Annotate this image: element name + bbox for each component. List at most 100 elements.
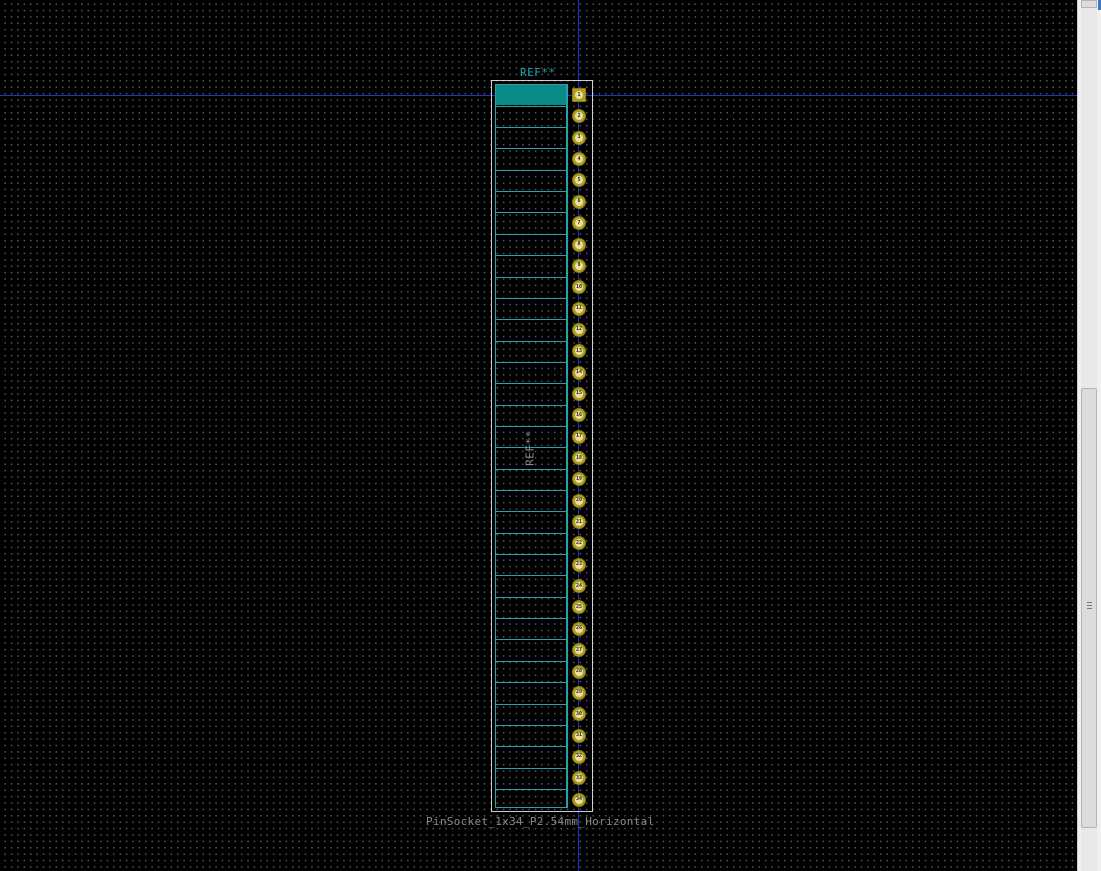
fab-pin-separator xyxy=(495,511,567,513)
pad-number: 6 xyxy=(577,198,581,205)
pad-number: 26 xyxy=(575,625,583,632)
fab-pin-separator xyxy=(495,233,567,235)
drill-hole xyxy=(575,155,583,164)
pad[interactable]: 1 xyxy=(572,88,586,102)
pad-number: 8 xyxy=(577,241,581,247)
drill-hole xyxy=(575,240,583,249)
drill-hole xyxy=(575,688,583,697)
drill-hole xyxy=(575,539,583,548)
drill-hole xyxy=(575,475,583,484)
pad[interactable]: 18 xyxy=(572,451,586,465)
pad[interactable]: 6 xyxy=(572,194,586,209)
drill-hole xyxy=(575,411,583,420)
pad-number: 18 xyxy=(575,454,583,461)
pad[interactable]: 29 xyxy=(572,685,586,700)
pad[interactable]: 11 xyxy=(572,301,586,316)
vertical-scrollbar-panel[interactable] xyxy=(1077,0,1101,871)
pad-number: 2 xyxy=(577,112,581,119)
pad[interactable]: 32 xyxy=(572,749,586,764)
pad[interactable]: 3 xyxy=(572,130,586,145)
pad-number: 24 xyxy=(575,582,583,589)
fab-pin-separator xyxy=(495,105,567,107)
pad[interactable]: 14 xyxy=(572,365,586,380)
footprint-value-label[interactable]: PinSocket_1x34_P2.54mm_Horizontal xyxy=(426,815,655,828)
pad[interactable]: 25 xyxy=(572,600,586,615)
pad[interactable]: 19 xyxy=(572,472,586,487)
fab-pin-separator xyxy=(495,425,567,427)
fab-pin-separator xyxy=(495,703,567,705)
pad[interactable]: 13 xyxy=(572,344,586,359)
drill-hole xyxy=(575,304,583,313)
pad-number: 12 xyxy=(575,326,583,333)
pad[interactable]: 22 xyxy=(572,536,586,551)
drill-hole xyxy=(575,347,583,356)
pad[interactable]: 31 xyxy=(572,728,586,743)
pad-number: 14 xyxy=(575,369,583,376)
pad[interactable]: 28 xyxy=(572,664,586,679)
pad[interactable]: 33 xyxy=(572,771,586,786)
drill-hole xyxy=(575,112,583,121)
fab-pin-separator xyxy=(495,340,567,342)
fab-pin-separator xyxy=(495,319,567,321)
pcb-canvas[interactable]: REF** 1 2 3 4 5 6 7 8 9 10 11 12 13 14 15 16 17 18 19 20 21 2… xyxy=(0,0,1077,871)
drill-hole xyxy=(575,197,583,206)
scrollbar-thumb[interactable] xyxy=(1081,388,1097,828)
drill-hole xyxy=(575,454,583,462)
pad[interactable]: 34 xyxy=(572,792,586,807)
drill-hole xyxy=(575,91,583,99)
fab-pin-separator xyxy=(495,169,567,171)
pad[interactable]: 8 xyxy=(572,237,586,252)
pad[interactable]: 26 xyxy=(572,621,586,636)
pad[interactable]: 2 xyxy=(572,109,586,124)
drill-hole xyxy=(575,560,583,569)
drill-hole xyxy=(575,496,583,505)
fab-pin-separator xyxy=(495,127,567,128)
pad[interactable]: 9 xyxy=(572,258,586,273)
pad[interactable]: 4 xyxy=(572,152,586,167)
fab-pin-separator xyxy=(495,788,567,790)
pad[interactable]: 21 xyxy=(572,515,586,529)
pad-number: 34 xyxy=(575,796,583,803)
fab-outline[interactable] xyxy=(495,84,567,808)
pad-number: 33 xyxy=(575,774,583,781)
pad[interactable]: 7 xyxy=(572,216,586,231)
pad-number: 29 xyxy=(575,689,583,696)
drill-hole xyxy=(575,710,583,719)
pad[interactable]: 20 xyxy=(572,493,586,508)
drill-hole xyxy=(575,325,583,334)
pad-number: 25 xyxy=(575,603,583,610)
pad[interactable]: 23 xyxy=(572,557,586,572)
drill-hole xyxy=(575,624,583,633)
drill-hole xyxy=(575,368,583,377)
pad[interactable]: 24 xyxy=(572,579,586,593)
drill-hole xyxy=(575,176,583,185)
pad-number: 4 xyxy=(577,155,581,162)
fab-pin-separator xyxy=(495,618,567,620)
pad-number: 31 xyxy=(575,732,583,738)
pad[interactable]: 15 xyxy=(572,386,586,401)
fab-pin-separator xyxy=(495,383,567,385)
pad-number: 1 xyxy=(577,91,581,98)
reference-designator-fab[interactable]: REF** xyxy=(523,430,537,466)
fab-pin-separator xyxy=(495,404,567,406)
pad[interactable]: 10 xyxy=(572,280,586,295)
pad-number: 22 xyxy=(575,539,583,546)
pad-number: 7 xyxy=(577,219,581,226)
pad[interactable]: 16 xyxy=(572,408,586,423)
pad[interactable]: 5 xyxy=(572,173,586,188)
reference-designator-silkscreen[interactable]: REF** xyxy=(520,66,556,79)
drill-hole xyxy=(575,646,583,655)
pad-number: 21 xyxy=(575,518,583,525)
fab-pin-separator xyxy=(495,468,567,470)
pad[interactable]: 12 xyxy=(572,322,586,337)
panel-edge-tab[interactable] xyxy=(1098,0,1101,10)
pad[interactable]: 27 xyxy=(572,643,586,658)
fab-pin-separator xyxy=(495,361,567,363)
pad-number: 27 xyxy=(575,646,583,653)
drill-hole xyxy=(575,518,583,526)
scrollbar-top-button[interactable] xyxy=(1081,0,1097,8)
pad[interactable]: 30 xyxy=(572,707,586,722)
drill-hole xyxy=(575,603,583,612)
fab-pin-separator xyxy=(495,255,567,257)
pad[interactable]: 17 xyxy=(572,429,586,444)
